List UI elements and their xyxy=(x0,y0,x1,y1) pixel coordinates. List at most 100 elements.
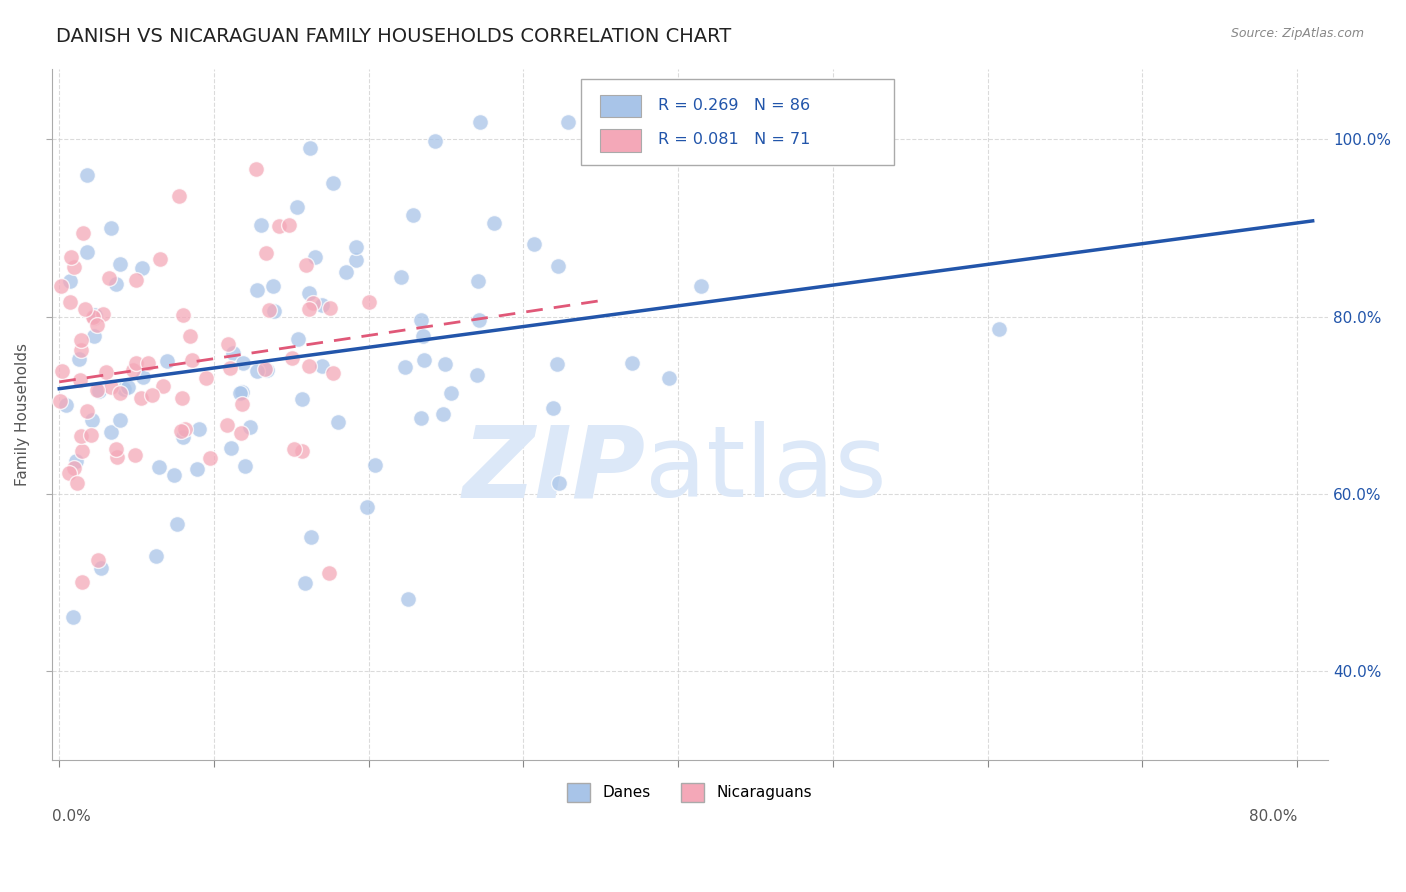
Point xyxy=(76,403,98,417)
Bar xyxy=(600,95,641,117)
Point xyxy=(172,308,194,322)
Point xyxy=(231,385,253,400)
Point xyxy=(298,286,321,301)
Point xyxy=(253,362,276,376)
Point xyxy=(65,454,87,468)
Point xyxy=(335,265,357,279)
Text: 0.0%: 0.0% xyxy=(52,809,90,824)
Point xyxy=(298,359,321,373)
Point xyxy=(62,461,84,475)
Point xyxy=(221,441,243,455)
Point xyxy=(149,252,172,267)
Point xyxy=(280,351,302,365)
Point xyxy=(131,261,153,276)
Point xyxy=(467,368,489,382)
Point xyxy=(285,200,308,214)
Point xyxy=(94,365,117,379)
Point xyxy=(100,425,122,439)
Point xyxy=(222,346,245,360)
Point xyxy=(319,301,342,316)
Point xyxy=(112,383,135,397)
Point xyxy=(124,448,146,462)
Point xyxy=(233,458,256,473)
Point xyxy=(152,378,174,392)
Point xyxy=(364,458,387,472)
Point xyxy=(304,250,326,264)
Point xyxy=(690,278,713,293)
Point xyxy=(186,462,208,476)
Point xyxy=(394,359,416,374)
Point xyxy=(297,302,319,317)
Text: DANISH VS NICARAGUAN FAMILY HOUSEHOLDS CORRELATION CHART: DANISH VS NICARAGUAN FAMILY HOUSEHOLDS C… xyxy=(56,27,731,45)
Point xyxy=(523,236,546,251)
Point xyxy=(396,591,419,606)
Point xyxy=(245,161,267,176)
Point xyxy=(86,318,108,332)
Y-axis label: Family Households: Family Households xyxy=(15,343,30,486)
Point xyxy=(170,391,193,405)
Point xyxy=(291,443,314,458)
Point xyxy=(246,364,269,378)
Point xyxy=(440,386,463,401)
Point xyxy=(409,313,432,327)
Point xyxy=(70,444,93,458)
Point xyxy=(344,253,367,268)
Point xyxy=(548,475,571,490)
Text: atlas: atlas xyxy=(645,421,887,518)
Point xyxy=(87,384,110,398)
Point xyxy=(311,359,333,373)
Point xyxy=(467,313,489,327)
Point xyxy=(621,356,644,370)
Point xyxy=(141,387,163,401)
Point xyxy=(51,279,73,293)
Point xyxy=(60,251,83,265)
Point xyxy=(59,274,82,288)
Point xyxy=(69,343,91,357)
Point xyxy=(359,295,381,310)
Point xyxy=(167,189,190,203)
Point xyxy=(299,530,322,544)
Point xyxy=(257,302,280,317)
Point xyxy=(322,176,344,190)
Point xyxy=(105,442,128,456)
Text: Source: ZipAtlas.com: Source: ZipAtlas.com xyxy=(1230,27,1364,40)
Point xyxy=(80,428,103,442)
Point xyxy=(218,360,240,375)
Point xyxy=(657,371,679,385)
Point xyxy=(263,303,285,318)
Point xyxy=(122,363,145,377)
Point xyxy=(84,308,107,322)
Point xyxy=(179,328,201,343)
Point xyxy=(117,380,139,394)
Text: ZIP: ZIP xyxy=(463,421,645,518)
Point xyxy=(228,386,250,401)
Point xyxy=(89,561,111,575)
Point xyxy=(70,575,93,590)
Point xyxy=(59,294,82,309)
Point xyxy=(434,357,457,371)
Point xyxy=(256,363,278,377)
Point xyxy=(389,269,412,284)
Point xyxy=(321,366,343,380)
Point xyxy=(91,307,114,321)
Point xyxy=(344,240,367,254)
Text: R = 0.081   N = 71: R = 0.081 N = 71 xyxy=(658,132,810,147)
Point xyxy=(63,260,86,274)
Point xyxy=(468,114,491,128)
Point xyxy=(194,371,217,385)
Point xyxy=(66,476,89,491)
Point xyxy=(328,415,350,429)
Point xyxy=(100,380,122,394)
Point xyxy=(51,364,73,378)
Point xyxy=(239,420,262,434)
Text: 80.0%: 80.0% xyxy=(1249,809,1298,824)
Point xyxy=(541,401,564,415)
Point xyxy=(69,333,91,347)
Point xyxy=(172,430,194,444)
Point xyxy=(69,373,91,387)
Point xyxy=(156,354,179,368)
Point xyxy=(82,310,104,324)
Point xyxy=(291,392,314,407)
Point xyxy=(138,355,160,369)
Point xyxy=(58,466,80,480)
